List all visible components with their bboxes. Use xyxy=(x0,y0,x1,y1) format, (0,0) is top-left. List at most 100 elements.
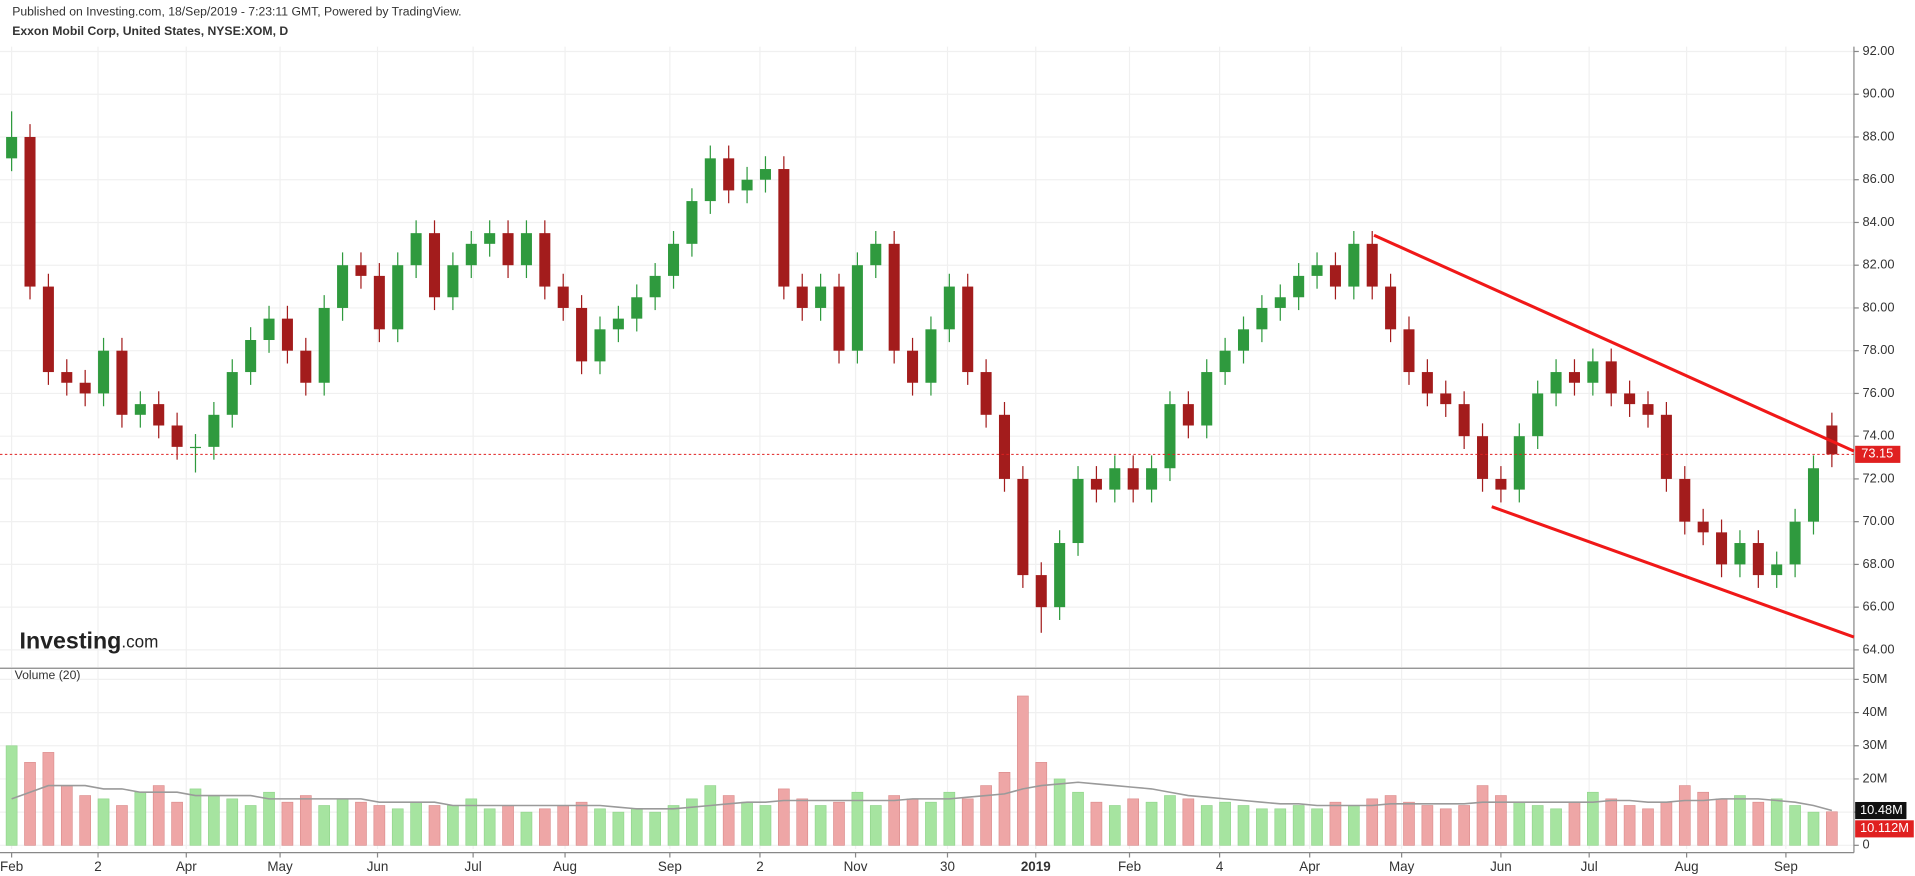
volume-bar xyxy=(79,795,91,846)
volume-bar xyxy=(1200,805,1213,846)
ma-tag xyxy=(1855,801,1907,820)
volume-bar xyxy=(869,805,882,846)
volume-bar xyxy=(980,785,992,846)
candle-body xyxy=(245,340,257,373)
y2-tick-label: 30M xyxy=(1862,737,1887,752)
chart-title: Exxon Mobil Corp, United States, NYSE:XO… xyxy=(12,24,288,38)
candle-body xyxy=(392,265,404,330)
candle-body xyxy=(594,329,606,362)
candle-body xyxy=(318,307,330,383)
volume-bar xyxy=(1403,801,1415,846)
candle-body xyxy=(1109,468,1121,490)
y-tick-label: 76.00 xyxy=(1862,385,1894,400)
candle-body xyxy=(612,318,624,330)
volume-bar xyxy=(1568,801,1581,846)
candle-body xyxy=(1054,543,1066,608)
volume-bar xyxy=(1292,805,1305,846)
volume-bar xyxy=(1531,805,1544,846)
candle-body xyxy=(833,286,845,351)
volume-bar xyxy=(1017,695,1029,846)
candle-body xyxy=(6,136,18,159)
candle-body xyxy=(61,372,73,383)
candle-body xyxy=(484,233,496,244)
volume-bar xyxy=(833,801,845,846)
volume-bar xyxy=(1734,795,1746,846)
volume-bar xyxy=(1587,791,1599,846)
volume-bar xyxy=(465,798,478,846)
volume-bar xyxy=(1439,808,1452,846)
y-tick-label: 72.00 xyxy=(1862,470,1894,485)
volume-bar xyxy=(612,811,625,846)
x-tick-label: Sep xyxy=(1774,859,1798,874)
volume-bar xyxy=(502,805,514,846)
volume-label: 10.112M xyxy=(1860,820,1909,835)
volume-bar xyxy=(1237,805,1250,846)
candle-body xyxy=(1568,372,1580,383)
volume-bar xyxy=(704,785,717,846)
candle-body xyxy=(337,265,349,308)
volume-bar xyxy=(1053,778,1066,846)
candle-body xyxy=(1752,543,1764,576)
volume-bar xyxy=(575,801,588,846)
volume-bar xyxy=(299,795,312,846)
candle-body xyxy=(1256,307,1268,330)
volume-bar xyxy=(630,808,643,846)
volume-bar xyxy=(1384,795,1397,846)
x-tick-label: Jul xyxy=(465,859,482,874)
volume-tag xyxy=(1855,820,1914,838)
volume-bar xyxy=(1274,808,1287,846)
candle-body xyxy=(281,318,293,351)
candle-body xyxy=(1660,414,1672,479)
candle-body xyxy=(465,243,477,266)
volume-bar xyxy=(1108,805,1121,846)
x-tick-label: Aug xyxy=(1675,859,1699,874)
candle-body xyxy=(723,158,735,191)
volume-bar xyxy=(1642,808,1654,846)
logo: Investing.com xyxy=(20,628,159,654)
candle-body xyxy=(1146,468,1158,490)
candle-body xyxy=(686,201,698,244)
candle-body xyxy=(1716,532,1728,565)
x-tick-label: 2019 xyxy=(1021,859,1051,874)
x-tick-label: May xyxy=(267,859,293,874)
candle-body xyxy=(576,307,588,362)
volume-bar xyxy=(778,788,790,846)
y2-tick-label: 0 xyxy=(1862,837,1869,852)
volume-bar xyxy=(1623,805,1636,846)
candle-body xyxy=(796,286,808,308)
volume-bar xyxy=(943,791,956,846)
volume-bar xyxy=(961,798,974,846)
candle-body xyxy=(1477,436,1489,479)
x-tick-label: Jun xyxy=(1490,859,1512,874)
x-tick-label: Apr xyxy=(1299,859,1320,874)
volume-bar xyxy=(1605,798,1618,846)
volume-bar xyxy=(851,791,864,846)
volume-bar xyxy=(1513,801,1526,846)
candle-body xyxy=(263,318,275,341)
candle-body xyxy=(1164,404,1176,469)
volume-bar xyxy=(134,791,147,846)
candle-body xyxy=(1440,393,1452,405)
volume-bar xyxy=(410,801,422,846)
candle-body xyxy=(1219,350,1231,373)
candle-body xyxy=(447,265,459,298)
candle-body xyxy=(1605,361,1617,394)
volume-bar xyxy=(1311,808,1323,846)
candle-body xyxy=(1421,372,1433,394)
y-tick-label: 84.00 xyxy=(1862,214,1894,229)
volume-bar xyxy=(1366,798,1379,846)
candle-body xyxy=(962,286,974,373)
candle-body xyxy=(98,350,110,394)
volume-bar xyxy=(24,762,36,846)
candle-body xyxy=(1182,404,1194,426)
candle-body xyxy=(373,275,385,330)
volume-bar xyxy=(888,795,900,846)
trendline xyxy=(1373,233,1855,453)
candle-body xyxy=(1679,478,1691,522)
candle-body xyxy=(171,425,183,447)
candle-body xyxy=(1771,564,1783,576)
volume-bar xyxy=(263,791,275,846)
candle-body xyxy=(24,136,36,287)
